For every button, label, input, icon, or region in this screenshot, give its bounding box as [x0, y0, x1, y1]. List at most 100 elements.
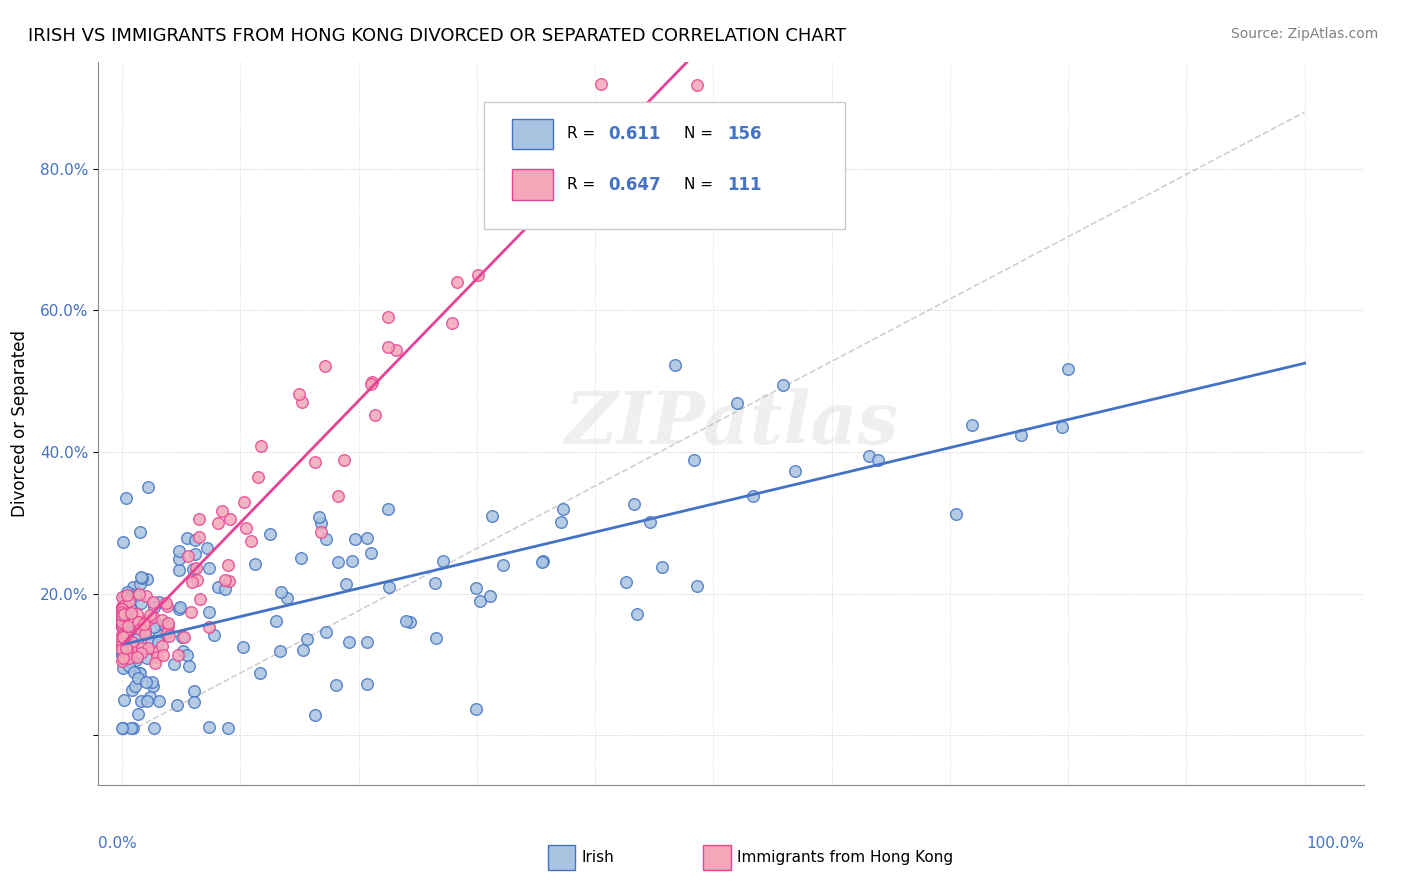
Point — [111, 600, 134, 615]
Point — [131, 646, 153, 660]
Point — [309, 516, 332, 530]
Point — [127, 615, 149, 629]
Point — [186, 561, 208, 575]
Point — [125, 645, 148, 659]
Point — [465, 702, 488, 716]
Point — [868, 453, 890, 467]
Point — [548, 186, 571, 200]
Point — [184, 533, 207, 548]
Point — [167, 563, 190, 577]
Point — [111, 617, 134, 632]
Point — [124, 648, 146, 663]
Point — [304, 707, 326, 722]
Text: Irish: Irish — [582, 850, 614, 864]
Point — [111, 642, 134, 657]
Point — [295, 632, 318, 646]
Point — [188, 512, 211, 526]
Point — [139, 690, 162, 704]
Point — [176, 531, 198, 545]
Point — [153, 617, 176, 632]
Text: Source: ZipAtlas.com: Source: ZipAtlas.com — [1230, 27, 1378, 41]
Text: 0.611: 0.611 — [609, 125, 661, 143]
Point — [186, 573, 208, 587]
Point — [363, 408, 385, 422]
Point — [136, 480, 159, 494]
Point — [479, 590, 502, 604]
Point — [135, 675, 157, 690]
Point — [129, 623, 152, 637]
Point — [111, 607, 134, 621]
Point — [129, 665, 152, 680]
Point — [134, 624, 156, 638]
Point — [214, 573, 236, 587]
Point — [385, 343, 408, 357]
Point — [131, 571, 153, 585]
Point — [249, 666, 271, 681]
Point — [111, 605, 134, 619]
Point — [141, 675, 163, 690]
Point — [131, 641, 153, 656]
Point — [111, 646, 134, 660]
Point — [111, 620, 134, 634]
Point — [269, 643, 291, 657]
Point — [432, 554, 454, 568]
Point — [111, 648, 134, 662]
Point — [356, 531, 378, 545]
Point — [531, 556, 554, 570]
FancyBboxPatch shape — [484, 103, 845, 228]
Point — [114, 621, 136, 635]
Point — [290, 395, 312, 409]
Point — [240, 533, 263, 548]
Point — [111, 650, 134, 665]
Point — [626, 607, 648, 622]
Point — [125, 648, 148, 662]
Point — [683, 453, 706, 467]
Point — [325, 677, 347, 691]
Point — [118, 601, 141, 615]
Point — [124, 679, 146, 693]
Point — [136, 650, 159, 665]
Point — [184, 547, 207, 561]
Text: ZIPatlas: ZIPatlas — [564, 388, 898, 459]
Point — [127, 615, 149, 630]
Point — [198, 605, 221, 619]
Point — [152, 620, 174, 634]
Point — [188, 592, 211, 607]
Point — [177, 549, 200, 563]
Point — [592, 169, 614, 183]
Point — [314, 359, 336, 373]
Point — [233, 494, 256, 508]
Point — [333, 453, 356, 467]
Point — [446, 275, 468, 289]
Point — [180, 605, 202, 619]
Point — [136, 613, 159, 627]
Point — [152, 648, 174, 663]
Point — [772, 378, 794, 392]
Point — [111, 630, 134, 644]
Point — [156, 618, 179, 632]
Point — [148, 628, 170, 642]
Point — [111, 721, 134, 735]
Point — [337, 635, 360, 649]
Point — [150, 613, 173, 627]
Point — [111, 628, 134, 642]
Bar — [512, 169, 553, 200]
Point — [156, 625, 179, 640]
Point — [112, 607, 135, 621]
Point — [114, 632, 136, 647]
Point — [246, 470, 269, 484]
Point — [121, 580, 143, 594]
Point — [166, 698, 188, 713]
Point — [377, 340, 399, 354]
Point — [377, 310, 399, 324]
Point — [342, 553, 364, 567]
Point — [202, 628, 225, 642]
Point — [783, 464, 806, 478]
Point — [149, 617, 172, 632]
Point — [127, 707, 149, 722]
Point — [111, 608, 134, 623]
Point — [115, 491, 138, 506]
Point — [143, 599, 166, 614]
Bar — [547, 845, 575, 871]
Point — [139, 608, 162, 623]
